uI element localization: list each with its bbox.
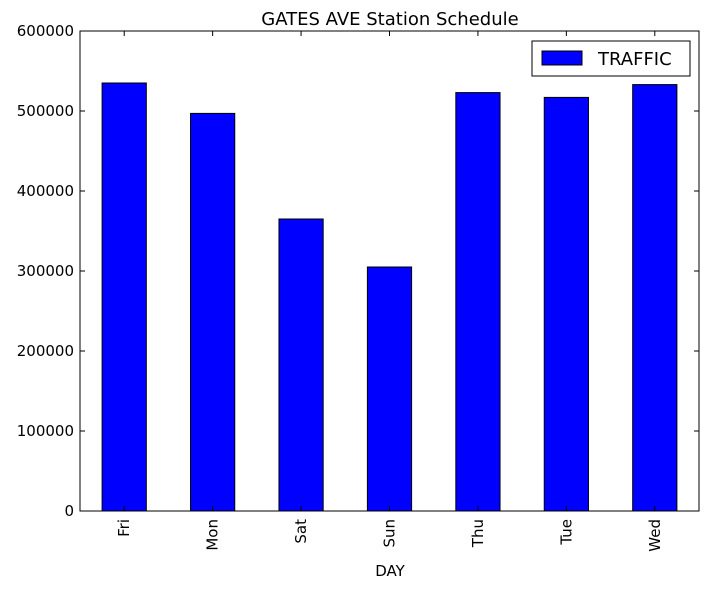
y-tick-label: 200000 [17, 342, 74, 360]
x-tick-label: Tue [557, 519, 575, 546]
bar-sat [279, 219, 323, 511]
x-tick-label: Mon [204, 519, 222, 551]
y-tick-label: 100000 [17, 422, 74, 440]
x-axis-label: DAY [375, 562, 405, 580]
y-tick-label: 300000 [17, 262, 74, 280]
y-tick-label: 500000 [17, 102, 74, 120]
chart-title: GATES AVE Station Schedule [261, 9, 518, 30]
bar-mon [191, 113, 235, 511]
bar-wed [633, 85, 677, 511]
x-tick-label: Fri [115, 519, 133, 537]
x-tick-label: Sat [292, 519, 310, 544]
x-tick-label: Thu [469, 519, 487, 548]
bar-fri [102, 83, 146, 511]
legend-swatch [542, 51, 582, 65]
bars-group [102, 83, 677, 511]
y-tick-label: 0 [64, 502, 74, 520]
y-tick-label: 600000 [17, 22, 74, 40]
bar-sun [367, 267, 411, 511]
x-tick-label: Sun [381, 519, 399, 548]
bar-tue [544, 97, 588, 511]
y-tick-label: 400000 [17, 182, 74, 200]
legend: TRAFFIC [532, 41, 690, 76]
x-tick-label: Wed [646, 519, 664, 552]
bar-thu [456, 93, 500, 511]
legend-label: TRAFFIC [597, 49, 672, 70]
